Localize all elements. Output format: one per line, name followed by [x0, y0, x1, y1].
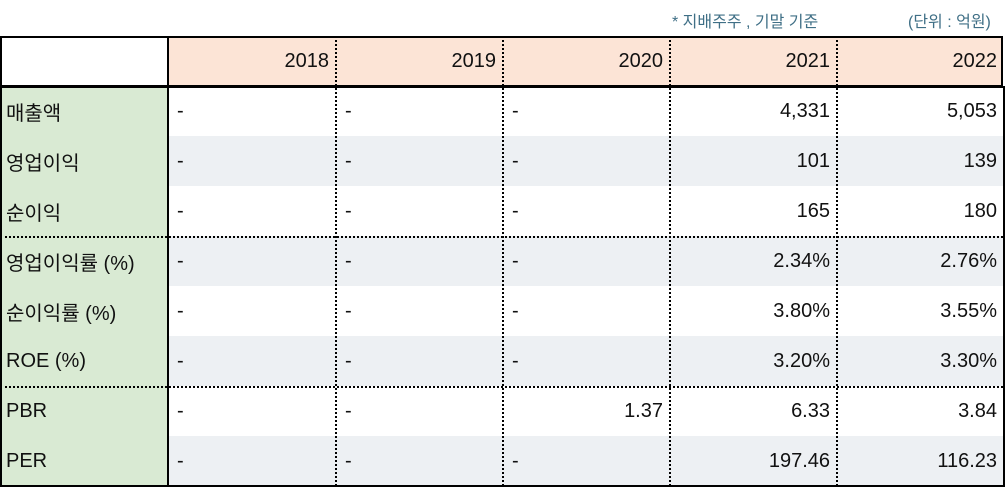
cell: 101 — [796, 149, 830, 172]
row-label: 순이익률 (%) — [6, 302, 117, 325]
cell: - — [177, 399, 184, 422]
cell: - — [177, 249, 184, 272]
row-label: 매출액 — [6, 102, 62, 125]
group-divider — [0, 386, 1003, 388]
cell: - — [512, 99, 519, 122]
cell: 3.80% — [773, 299, 830, 322]
cell: 2.76% — [940, 249, 997, 272]
cell: 4,331 — [779, 99, 830, 122]
unit: (단위 : 억원) — [908, 14, 991, 31]
cell: - — [512, 199, 519, 222]
column-header: 2021 — [785, 49, 831, 72]
row-band — [167, 136, 1003, 186]
row-label: 영업이익률 (%) — [6, 252, 135, 275]
cell: - — [345, 99, 352, 122]
cell: 3.55% — [940, 299, 997, 322]
cell: 5,053 — [946, 99, 997, 122]
cell: 3.84 — [958, 399, 997, 422]
column-header: 2018 — [284, 49, 330, 72]
cell: - — [345, 249, 352, 272]
cell: - — [177, 149, 184, 172]
column-header: 2022 — [952, 49, 998, 72]
cell: 197.46 — [768, 449, 830, 472]
header-blank — [0, 36, 169, 87]
cell: - — [512, 349, 519, 372]
cell: - — [345, 399, 352, 422]
column-divider — [335, 36, 337, 486]
group-divider — [0, 236, 1003, 238]
column-header: 2020 — [618, 49, 664, 72]
row-label: ROE (%) — [6, 349, 86, 372]
cell: 1.37 — [624, 399, 663, 422]
note: * 지배주주 , 기말 기준 — [672, 14, 819, 31]
cell: 139 — [963, 149, 997, 172]
row-band — [167, 236, 1003, 286]
cell: 3.20% — [773, 349, 830, 372]
row-label: 순이익 — [6, 202, 62, 225]
column-divider — [502, 36, 504, 486]
cell: 165 — [796, 199, 830, 222]
cell: 2.34% — [773, 249, 830, 272]
column-divider — [669, 36, 671, 486]
row-label: PER — [6, 449, 48, 472]
row-band — [167, 436, 1003, 486]
cell: - — [345, 449, 352, 472]
cell: - — [345, 149, 352, 172]
cell: - — [177, 349, 184, 372]
cell: - — [345, 299, 352, 322]
cell: - — [512, 149, 519, 172]
cell: 3.30% — [940, 349, 997, 372]
row-label: PBR — [6, 399, 48, 422]
cell: 116.23 — [937, 449, 997, 472]
cell: - — [345, 199, 352, 222]
cell: - — [177, 99, 184, 122]
label-column — [0, 86, 169, 487]
cell: - — [512, 299, 519, 322]
row-band — [167, 336, 1003, 386]
cell: - — [177, 199, 184, 222]
cell: - — [177, 299, 184, 322]
cell: - — [177, 449, 184, 472]
column-header: 2019 — [451, 49, 497, 72]
cell: - — [345, 349, 352, 372]
cell: 180 — [963, 199, 997, 222]
cell: - — [512, 249, 519, 272]
row-label: 영업이익 — [6, 152, 80, 175]
table-frame — [167, 86, 1005, 487]
column-divider — [836, 36, 838, 486]
cell: 6.33 — [791, 399, 830, 422]
cell: - — [512, 449, 519, 472]
